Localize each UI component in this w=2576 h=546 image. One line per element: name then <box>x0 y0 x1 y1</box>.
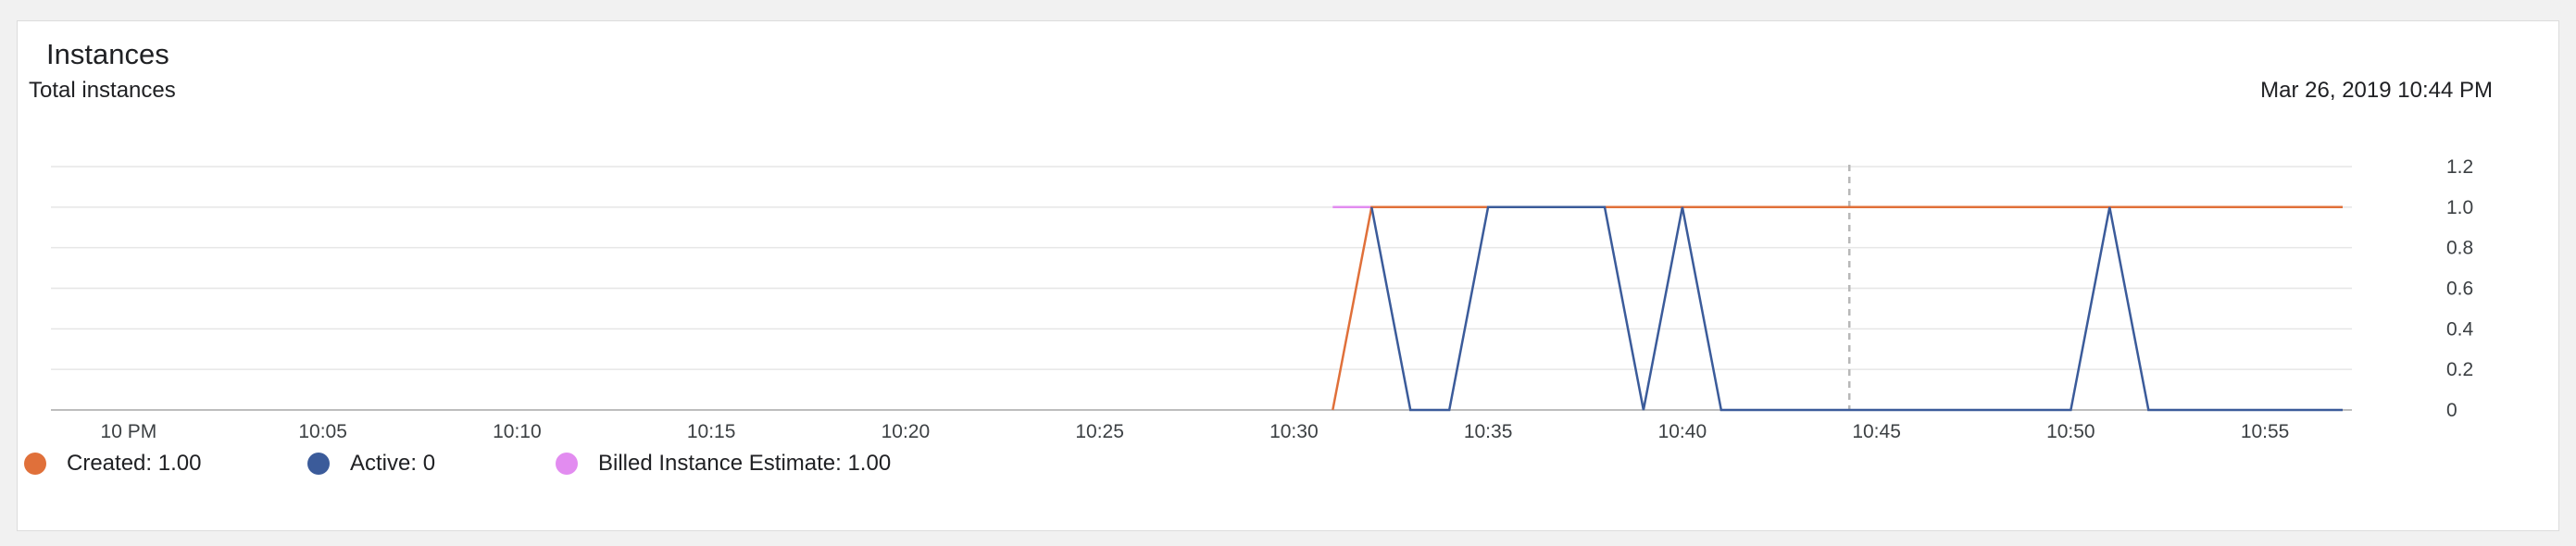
x-tick-label: 10:55 <box>2241 421 2290 442</box>
legend-swatch-billed-instance-estimate <box>556 453 578 475</box>
legend-label-active: Active: 0 <box>350 451 436 476</box>
legend-label-created: Created: 1.00 <box>67 451 202 476</box>
card-title: Instances <box>46 38 169 70</box>
x-tick-label: 10:20 <box>882 421 931 442</box>
legend-item-created[interactable]: Created: 1.00 <box>24 451 201 477</box>
legend-item-billed-instance-estimate[interactable]: Billed Instance Estimate: 1.00 <box>556 451 891 477</box>
chart-title: Total instances <box>29 78 176 103</box>
x-tick-label: 10:45 <box>1852 421 1901 442</box>
series-line-created <box>1332 205 2343 411</box>
x-tick-label: 10:15 <box>687 421 736 442</box>
x-tick-label: 10:50 <box>2046 421 2095 442</box>
x-tick-label: 10:30 <box>1269 421 1319 442</box>
y-tick-label: 1.2 <box>2446 156 2473 178</box>
y-tick-label: 0.4 <box>2446 318 2474 340</box>
x-tick-label: 10:40 <box>1658 421 1707 442</box>
grid-layer <box>51 166 2352 411</box>
instances-line-chart[interactable]: 10 PM 10:05 10:10 10:15 10:20 10:25 10:30 10:35… <box>0 0 2576 444</box>
legend-swatch-created <box>24 453 46 475</box>
x-tick-label: 10:35 <box>1464 421 1513 442</box>
y-tick-label: 0.8 <box>2446 238 2473 259</box>
legend-swatch-active <box>307 453 330 475</box>
legend-label-billed-instance-estimate: Billed Instance Estimate: 1.00 <box>598 451 892 476</box>
x-tick-label: 10:25 <box>1075 421 1124 442</box>
x-tick-label: 10:05 <box>298 421 347 442</box>
x-tick-label: 10 PM <box>101 421 157 442</box>
chart-timestamp: Mar 26, 2019 10:44 PM <box>2260 78 2493 103</box>
x-tick-label: 10:10 <box>493 421 542 442</box>
x-axis: 10 PM 10:05 10:10 10:15 10:20 10:25 10:30 10:35… <box>101 421 2290 442</box>
y-tick-label: 0.6 <box>2446 279 2473 300</box>
legend-item-active[interactable]: Active: 0 <box>307 451 435 477</box>
series-line-active <box>1370 205 2343 412</box>
series-layer <box>1332 205 2343 412</box>
y-tick-label: 0 <box>2446 400 2457 421</box>
y-tick-label: 1.0 <box>2446 197 2473 218</box>
y-tick-label: 0.2 <box>2446 359 2473 380</box>
y-axis: 0 0.2 0.4 0.6 0.8 1.0 1.2 <box>2446 156 2474 421</box>
instances-card: Instances <box>17 20 2559 531</box>
